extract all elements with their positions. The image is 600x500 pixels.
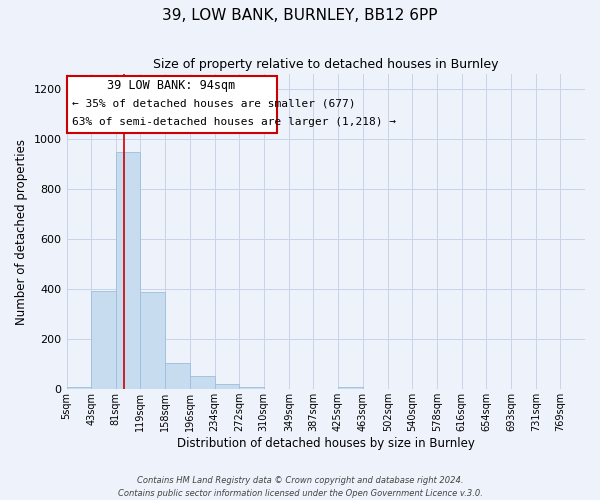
Bar	[215, 384, 239, 389]
Bar	[166, 363, 190, 389]
Y-axis label: Number of detached properties: Number of detached properties	[15, 139, 28, 325]
Bar	[239, 386, 264, 389]
Bar	[91, 290, 116, 389]
Text: 39, LOW BANK, BURNLEY, BB12 6PP: 39, LOW BANK, BURNLEY, BB12 6PP	[162, 8, 438, 22]
Text: Contains HM Land Registry data © Crown copyright and database right 2024.
Contai: Contains HM Land Registry data © Crown c…	[118, 476, 482, 498]
Title: Size of property relative to detached houses in Burnley: Size of property relative to detached ho…	[153, 58, 499, 70]
FancyBboxPatch shape	[67, 76, 277, 133]
Text: ← 35% of detached houses are smaller (677): ← 35% of detached houses are smaller (67…	[72, 98, 355, 108]
Text: 63% of semi-detached houses are larger (1,218) →: 63% of semi-detached houses are larger (…	[72, 117, 396, 127]
Bar	[338, 386, 362, 389]
Bar	[116, 152, 140, 389]
Bar	[190, 376, 215, 389]
X-axis label: Distribution of detached houses by size in Burnley: Distribution of detached houses by size …	[177, 437, 475, 450]
Bar	[140, 292, 165, 389]
Bar	[67, 386, 91, 389]
Text: 39 LOW BANK: 94sqm: 39 LOW BANK: 94sqm	[107, 80, 236, 92]
